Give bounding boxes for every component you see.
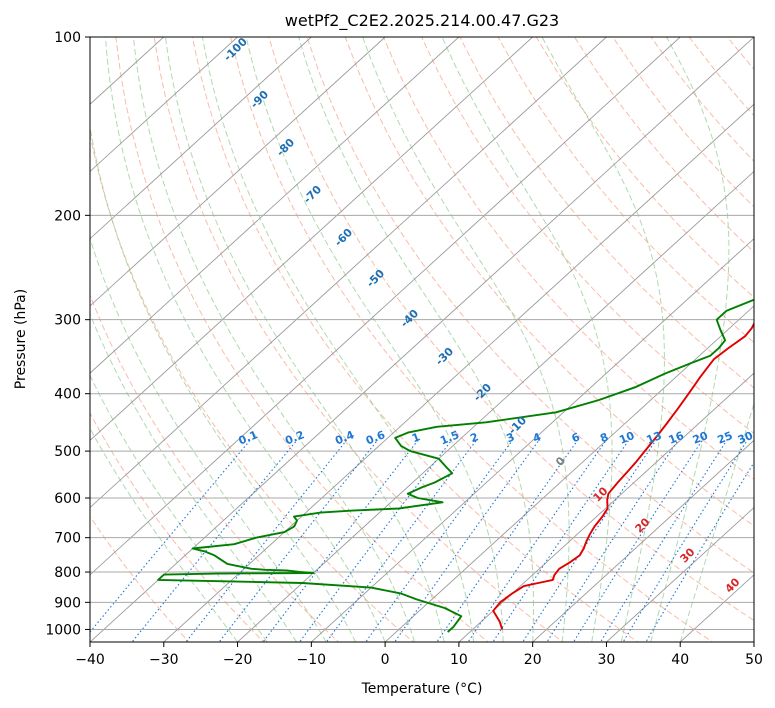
dewpoint-line: [157, 298, 754, 633]
mixing-ratio-label: 13: [645, 429, 664, 447]
y-tick-label: 400: [54, 387, 81, 403]
mixing-ratio-line: [572, 440, 703, 642]
moist-adiabat: [105, 37, 386, 642]
isotherm: [90, 37, 534, 441]
mixing-ratio-line: [522, 440, 657, 642]
dry-adiabat: [421, 37, 754, 435]
x-tick-label: −10: [297, 652, 327, 668]
isotherm: [90, 37, 386, 307]
mixing-ratio-line: [599, 440, 728, 642]
isotherm: [605, 506, 754, 642]
moist-adiabat: [90, 236, 327, 642]
moist-adiabat: [541, 37, 665, 642]
x-tick-label: −20: [223, 652, 253, 668]
moist-adiabat: [679, 401, 754, 642]
mixing-ratio-label: 1: [410, 430, 422, 445]
dry-adiabat: [535, 37, 754, 298]
isotherm: [90, 37, 681, 576]
mixing-ratio-line: [185, 440, 347, 642]
isotherm: [384, 305, 754, 642]
y-tick-label: 900: [54, 595, 81, 611]
mixing-ratio-line: [546, 440, 679, 642]
x-tick-label: 50: [745, 652, 763, 668]
mixing-ratio-line: [622, 440, 748, 642]
y-tick-label: 100: [54, 30, 81, 46]
background-lines: [90, 37, 754, 642]
isotherm: [532, 439, 754, 642]
x-axis-label: Temperature (°C): [361, 681, 483, 697]
mixing-ratio-label: 2: [468, 430, 480, 445]
mixing-ratio-label: 3: [505, 430, 517, 445]
isotherm: [90, 37, 754, 642]
mixing-ratio-label: 10: [617, 429, 636, 447]
moist-adiabat: [245, 37, 504, 642]
y-axis-label: Pressure (hPa): [13, 289, 29, 389]
x-tick-label: −40: [75, 652, 105, 668]
moist-adiabat: [362, 37, 570, 642]
temperature-line: [492, 321, 754, 630]
isotherm: [458, 372, 754, 642]
x-tick-label: 30: [597, 652, 615, 668]
dry-adiabat: [191, 37, 639, 642]
y-tick-label: 700: [54, 531, 81, 547]
y-tick-label: 1000: [45, 622, 81, 638]
mixing-ratio-line: [365, 440, 513, 642]
isotherm: [310, 238, 754, 642]
x-tick-label: 10: [450, 652, 468, 668]
dry-adiabat: [382, 37, 754, 481]
moist-adiabat: [441, 37, 613, 642]
x-tick-label: 0: [381, 652, 390, 668]
y-tick-label: 300: [54, 313, 81, 329]
moist-adiabat: [650, 37, 730, 642]
isotherm: [90, 37, 313, 240]
moist-adiabat: [90, 427, 238, 642]
x-tick-label: 40: [671, 652, 689, 668]
y-tick-label: 500: [54, 444, 81, 460]
dry-adiabat: [459, 37, 754, 389]
mixing-ratio-label: 20: [691, 429, 710, 447]
mixing-ratio-line: [467, 440, 607, 642]
isotherm: [236, 170, 754, 642]
mixing-ratio-line: [645, 461, 754, 642]
moist-adiabat: [298, 37, 534, 642]
mixing-ratio-label: 25: [715, 429, 734, 447]
chart-title: wetPf2_C2E2.2025.214.00.47.G23: [285, 11, 559, 31]
moist-adiabat: [164, 37, 445, 642]
dry-adiabat: [90, 293, 340, 642]
isotherm: [90, 37, 239, 173]
dry-adiabat: [344, 37, 754, 527]
mixing-ratio-line: [262, 440, 419, 642]
isotherm: [90, 37, 460, 374]
mixing-ratio-label: 30: [736, 429, 755, 447]
plot-frame: [89, 36, 755, 643]
x-tick-label: −30: [149, 652, 179, 668]
isotherm: [90, 37, 608, 509]
axes: −40 −30 −20 −10 0 10 20 30 40 50 100 200 300 400 500 60…: [45, 30, 763, 668]
mixing-ratio-line: [492, 440, 629, 642]
y-tick-label: 600: [54, 491, 81, 507]
mixing-ratio-line: [393, 440, 540, 642]
moist-adiabat: [90, 312, 298, 642]
y-tick-label: 200: [54, 208, 81, 224]
dry-adiabat: [306, 37, 754, 574]
moist-adiabat: [90, 123, 357, 642]
x-tick-label: 20: [524, 652, 542, 668]
mixing-ratio-label: 8: [598, 430, 610, 445]
moist-adiabat: [90, 374, 268, 642]
mixing-ratio-label: 16: [667, 429, 686, 447]
profile-lines: [157, 298, 754, 633]
isotherm: [163, 103, 754, 642]
y-tick-label: 800: [54, 565, 81, 581]
mixing-ratio-line: [218, 440, 378, 642]
